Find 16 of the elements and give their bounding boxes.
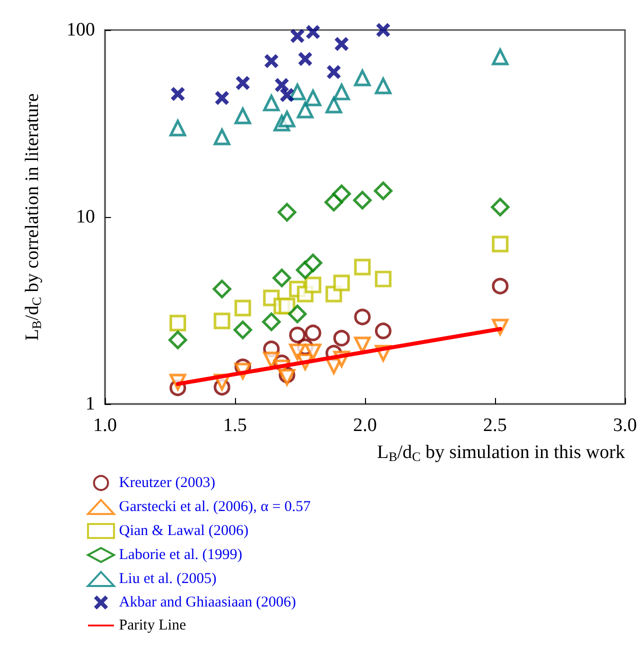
x-tick-label: 2.0 [353, 415, 377, 436]
x-tick-label: 3.0 [613, 415, 637, 436]
legend-label: Kreutzer (2003) [119, 475, 216, 491]
x-tick-label: 1.0 [93, 415, 117, 436]
x-tick-label: 2.5 [483, 415, 507, 436]
x-tick-label: 1.5 [223, 415, 247, 436]
legend-label: Qian & Lawal (2006) [119, 523, 249, 539]
legend-label: Laborie et al. (1999) [119, 547, 242, 563]
legend-label: Akbar and Ghiaasiaan (2006) [119, 594, 296, 610]
legend-label: Garstecki et al. (2006), α = 0.57 [119, 499, 312, 515]
y-tick-label: 100 [66, 20, 95, 40]
legend-label: Liu et al. (2005) [119, 571, 216, 587]
legend-label: Parity Line [119, 618, 186, 634]
y-tick-label: 1 [86, 394, 95, 414]
y-tick-label: 10 [76, 206, 95, 228]
y-axis-title: LB/dC by correlation in literature [22, 93, 44, 341]
